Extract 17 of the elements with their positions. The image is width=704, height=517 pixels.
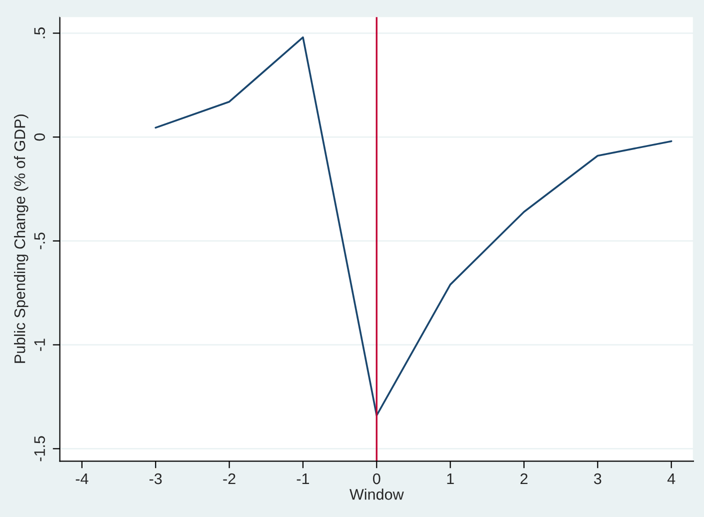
x-tick-label: 2: [520, 473, 528, 484]
x-tick-label: -1: [296, 474, 310, 484]
x-tick-label: -3: [150, 473, 162, 484]
y-tick-label: 0: [34, 133, 46, 141]
y-tick-label: -1: [34, 338, 45, 351]
y-tick-label: -.5: [34, 232, 46, 250]
x-tick-label: 0: [372, 473, 380, 484]
x-tick-label: -2: [223, 473, 236, 484]
x-tick-label: -4: [76, 474, 88, 484]
x-tick-label: 1: [447, 474, 454, 484]
y-tick-label: -1.5: [34, 436, 46, 462]
x-tick-label: 3: [594, 473, 602, 484]
y-tick-label: .5: [34, 27, 46, 38]
y-axis-title: Public Spending Change (% of GDP): [14, 114, 28, 363]
x-tick-label: 4: [667, 474, 676, 484]
x-axis-title: Window: [350, 488, 404, 500]
line-series: [154, 36, 672, 416]
